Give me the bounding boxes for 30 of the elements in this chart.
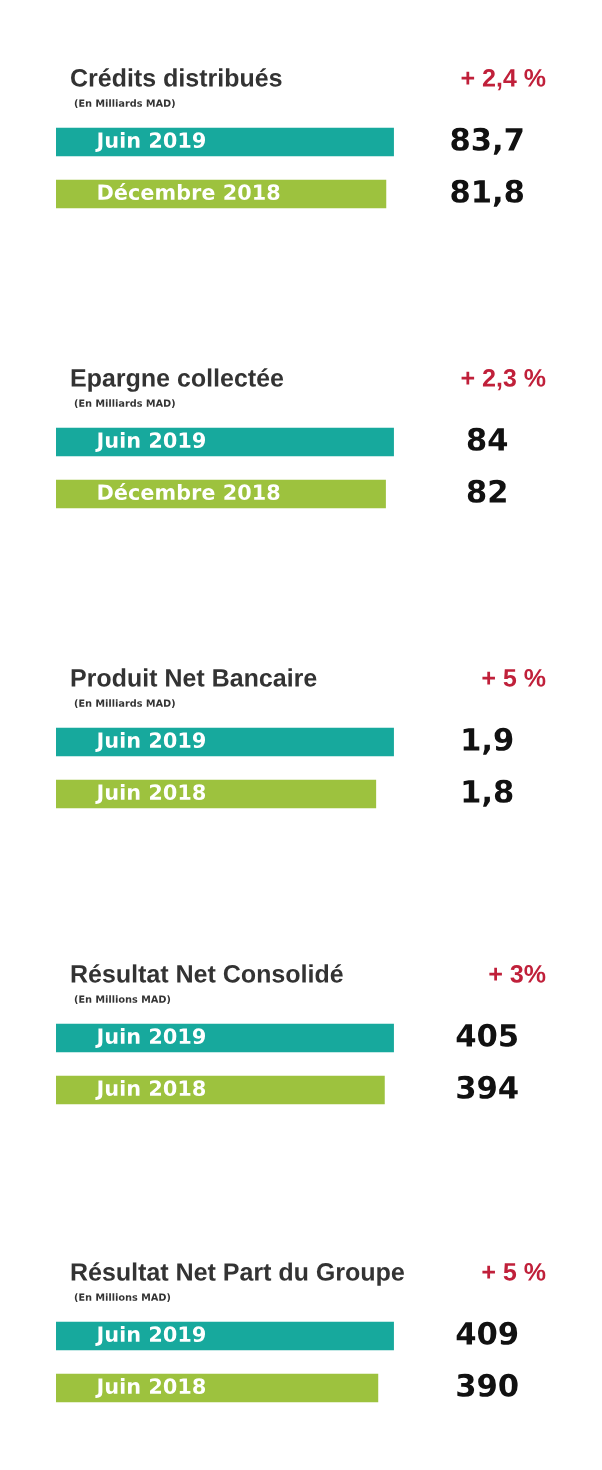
chart-title: Résultat Net Consolidé <box>71 964 343 983</box>
chart-title: Epargne collectée <box>71 368 284 392</box>
data-label: 83,7 <box>451 127 523 155</box>
text: + 5 % <box>482 669 546 687</box>
text: + 3% <box>489 965 546 983</box>
chart-title: Résultat Net Part du Groupe <box>71 1262 404 1286</box>
category-label: Juin 2018 <box>95 783 206 804</box>
category-label: Juin 2019 <box>95 731 206 752</box>
category-label: Juin 2018 <box>95 1079 206 1100</box>
chart-title: Crédits distribués <box>71 68 282 87</box>
data-label: 390 <box>457 1373 518 1397</box>
data-label: 394 <box>457 1075 518 1099</box>
text: + 2,4 % <box>461 69 546 91</box>
category-label: Décembre 2018 <box>98 483 280 501</box>
text: + 2,3 % <box>461 369 546 391</box>
data-label: 409 <box>456 1321 518 1345</box>
category-label: Juin 2019 <box>95 431 206 452</box>
category-label: Juin 2018 <box>95 1377 206 1398</box>
text: + 5 % <box>482 1263 546 1281</box>
category-label: Juin 2019 <box>95 131 206 152</box>
data-label: 81,8 <box>451 179 523 207</box>
category-label: Juin 2019 <box>95 1027 206 1048</box>
chart-title: Produit Net Bancaire <box>71 668 317 687</box>
data-label: 1,8 <box>463 779 513 807</box>
category-label: Juin 2019 <box>95 1325 206 1346</box>
data-label: 1,9 <box>463 727 513 755</box>
data-label: 82 <box>467 479 506 503</box>
data-label: 84 <box>467 427 508 451</box>
data-label: 405 <box>456 1023 517 1047</box>
category-label: Décembre 2018 <box>98 183 280 201</box>
